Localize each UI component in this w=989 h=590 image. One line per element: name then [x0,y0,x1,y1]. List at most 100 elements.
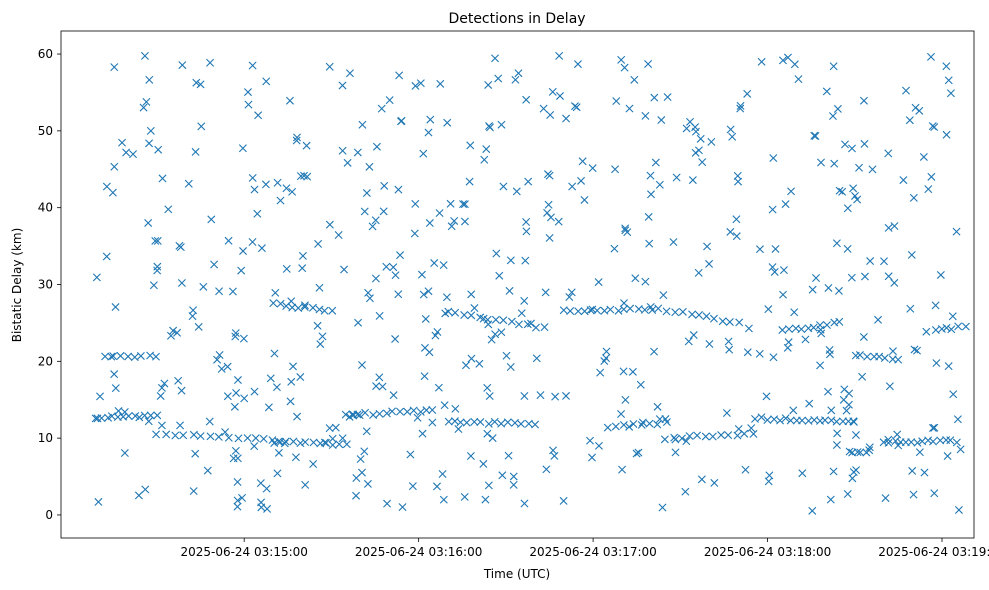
x-axis-ticks: 2025-06-24 03:15:00 2025-06-24 03:16:00 20… [180,538,989,559]
data-point [282,264,291,273]
data-point [175,241,184,250]
data-point [342,440,351,449]
data-point [251,434,260,443]
chart-title: Detections in Delay [448,11,585,27]
data-point [153,262,162,271]
data-point [646,302,655,311]
data-point [755,349,764,358]
data-point [360,447,369,456]
data-point [254,111,263,120]
data-point [631,274,640,283]
data-point [717,431,726,440]
data-point [164,205,173,214]
data-point [841,140,849,149]
data-point [855,351,864,360]
data-point [809,323,818,332]
data-point [108,188,117,197]
data-point [145,139,154,148]
data-point [214,432,223,441]
data-point [276,196,285,205]
data-point [910,345,919,354]
data-point [778,326,787,335]
data-point [328,434,337,443]
data-point [779,290,788,299]
data-point [177,386,186,395]
data-point [134,491,143,500]
data-point [425,219,434,228]
data-point [517,309,526,318]
data-point [632,449,641,458]
data-point [770,415,779,424]
data-point [832,239,841,248]
data-point [425,348,434,357]
data-point [684,337,693,346]
data-point [514,320,523,329]
data-point [160,379,169,388]
data-point [270,349,279,358]
data-point [832,440,841,449]
data-point [114,406,123,415]
data-point [522,217,531,226]
data-point [630,75,639,84]
data-point [110,162,119,171]
data-point [331,423,340,432]
data-point [191,449,200,458]
data-point [942,62,951,71]
data-point [834,286,843,295]
data-point [450,216,459,225]
data-point [511,75,520,84]
data-point [586,306,595,315]
data-point [851,431,860,439]
data-point [644,212,653,221]
data-point [301,480,310,489]
data-point [296,373,305,382]
data-point [271,288,280,297]
data-point [280,439,289,448]
data-point [520,296,529,305]
data-point [383,499,392,508]
data-point [391,271,400,280]
data-point [343,158,352,167]
data-point [328,306,337,315]
data-point [961,322,970,331]
data-point [111,303,120,312]
data-point [122,148,131,157]
data-point [480,155,489,164]
data-point [358,361,366,369]
data-point [479,459,488,468]
data-point [154,145,163,154]
data-point [421,314,430,323]
data-point [411,81,420,90]
data-point [189,430,198,439]
data-point [771,244,780,253]
data-point [860,139,869,148]
data-point [300,171,308,180]
data-point [531,323,540,332]
data-point [924,185,933,194]
data-point [909,490,918,499]
x-tick-label: 2025-06-24 03:19:00 [878,545,989,559]
data-point [928,424,937,433]
data-point [498,471,507,480]
data-point [705,259,714,268]
data-point [274,437,283,446]
data-point [465,177,474,186]
data-point [410,229,419,238]
data-point [678,307,687,316]
x-tick-label: 2025-06-24 03:17:00 [529,545,656,559]
data-point [272,383,281,392]
data-point [233,376,242,385]
data-point [734,424,743,433]
data-point [944,76,953,85]
data-point [482,145,491,154]
data-point [602,347,611,356]
data-point [358,120,367,129]
data-point [947,325,956,334]
data-point [243,88,252,97]
data-point [364,288,373,297]
data-point [741,465,750,474]
data-point [531,420,540,429]
data-point [694,146,703,155]
data-point [884,223,893,232]
